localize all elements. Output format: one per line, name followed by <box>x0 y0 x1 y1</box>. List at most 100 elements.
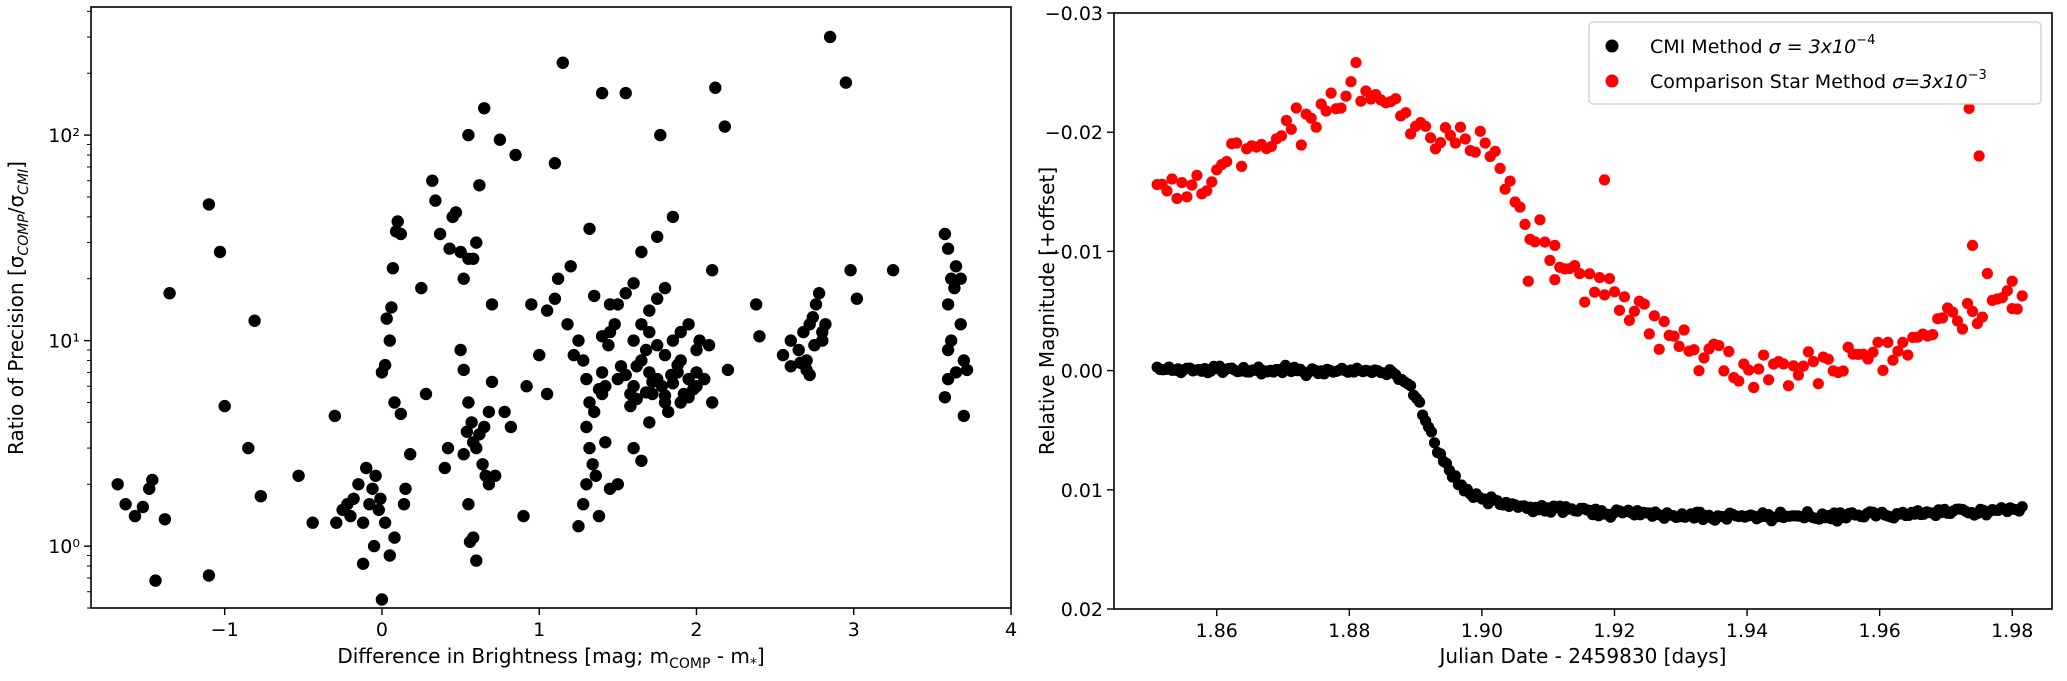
left-point-121 <box>619 368 632 382</box>
left-point-47 <box>388 531 401 544</box>
comparison-point-135 <box>1822 353 1834 365</box>
comparison-point-96 <box>1628 305 1640 317</box>
comparison-point-129 <box>1792 369 1804 381</box>
comparison-point-127 <box>1782 380 1795 392</box>
comparison-point-80 <box>1549 274 1561 286</box>
comparison-point-114 <box>1718 365 1730 377</box>
comparison-point-145 <box>1872 336 1884 348</box>
left-point-10 <box>202 569 216 582</box>
left-point-175 <box>706 264 719 277</box>
left-point-163 <box>635 454 648 467</box>
left-point-180 <box>666 334 680 347</box>
left-point-200 <box>776 348 790 362</box>
left-ytick-label-2: 10² <box>48 125 80 147</box>
left-point-17 <box>306 516 319 529</box>
comparison-point-178 <box>1973 150 1985 162</box>
left-point-197 <box>671 358 684 372</box>
comparison-point-161 <box>1951 315 1964 327</box>
left-ytick-label-1: 10¹ <box>48 331 80 353</box>
left-point-65 <box>454 343 467 357</box>
comparison-point-10 <box>1201 185 1213 197</box>
comparison-point-138 <box>1837 365 1849 377</box>
left-point-224 <box>945 272 958 285</box>
left-point-84 <box>489 469 502 482</box>
left-point-11 <box>213 245 227 259</box>
left-point-9 <box>202 198 216 211</box>
comparison-point-174 <box>2016 290 2028 302</box>
comparison-point-166 <box>1976 311 1988 323</box>
comparison-point-42 <box>1360 85 1372 97</box>
comparison-point-71 <box>1504 175 1516 187</box>
comparison-point-85 <box>1574 268 1586 280</box>
left-x-axis-ticks: −1 0 1 2 3 4 <box>211 608 1017 641</box>
left-point-46 <box>394 407 407 421</box>
left-point-27 <box>363 498 376 511</box>
comparison-point-150 <box>1897 336 1909 348</box>
comparison-point-41 <box>1355 95 1367 107</box>
left-point-155 <box>580 478 593 491</box>
cmi-point-85 <box>1405 380 1417 392</box>
left-point-235 <box>938 391 952 404</box>
left-point-165 <box>592 509 606 523</box>
left-point-26 <box>360 461 373 475</box>
left-point-196 <box>665 368 678 382</box>
left-point-236 <box>941 372 955 386</box>
comparison-point-66 <box>1479 137 1491 149</box>
comparison-point-86 <box>1579 296 1591 308</box>
left-point-105 <box>564 260 577 273</box>
left-point-222 <box>938 227 952 241</box>
left-point-112 <box>588 405 601 419</box>
left-point-214 <box>808 339 821 352</box>
comparison-point-3 <box>1166 173 1178 185</box>
left-point-228 <box>954 272 967 285</box>
left-point-2 <box>128 509 142 523</box>
left-point-132 <box>662 405 675 419</box>
comparison-point-74 <box>1519 218 1531 230</box>
comparison-point-69 <box>1494 162 1506 174</box>
left-point-89 <box>478 102 491 115</box>
left-point-37 <box>378 358 392 372</box>
comparison-point-119 <box>1743 364 1755 376</box>
comparison-point-29 <box>1295 139 1307 151</box>
cmi-point-93 <box>1428 437 1441 449</box>
comparison-point-76 <box>1529 236 1541 248</box>
comparison-point-133 <box>1812 378 1824 390</box>
right-xtick-label-5: 1.96 <box>1858 620 1900 642</box>
left-point-106 <box>561 318 574 331</box>
left-point-87 <box>470 236 483 249</box>
left-point-48 <box>397 498 411 511</box>
left-point-227 <box>948 281 961 295</box>
comparison-point-123 <box>1763 374 1775 386</box>
right-chart-relative-magnitude: 1.86 1.88 1.90 1.92 1.94 1.96 1.98 −0.03−0.02−… <box>1035 3 2053 668</box>
left-point-230 <box>945 334 958 347</box>
left-point-93 <box>498 405 511 419</box>
left-point-157 <box>572 520 585 533</box>
comparison-point-177 <box>1963 102 1975 114</box>
left-point-153 <box>586 458 599 471</box>
left-point-45 <box>388 396 401 409</box>
comparison-point-39 <box>1345 76 1357 88</box>
left-point-141 <box>635 318 648 331</box>
left-point-216 <box>823 30 837 44</box>
cmi-point-100 <box>1449 470 1461 482</box>
comparison-point-160 <box>1947 306 1959 318</box>
comparison-point-77 <box>1534 214 1546 226</box>
legend-box <box>1588 21 2042 105</box>
left-y-axis-ticks: 10⁰ 10¹ 10² <box>48 10 91 609</box>
left-point-23 <box>347 492 360 505</box>
left-point-50 <box>383 549 396 562</box>
left-point-74 <box>482 478 496 491</box>
left-point-187 <box>627 334 640 347</box>
comparison-point-175 <box>1549 239 1561 251</box>
left-point-229 <box>941 343 955 357</box>
left-point-14 <box>248 314 261 327</box>
right-ytick-label-0: −0.03 <box>1045 3 1103 25</box>
left-point-18 <box>328 409 341 423</box>
left-point-223 <box>941 242 955 255</box>
comparison-point-98 <box>1638 298 1650 310</box>
left-point-52 <box>415 281 428 295</box>
comparison-point-28 <box>1290 102 1302 114</box>
right-data-points <box>1151 57 2028 527</box>
left-point-80 <box>460 425 474 438</box>
left-point-116 <box>602 339 615 352</box>
